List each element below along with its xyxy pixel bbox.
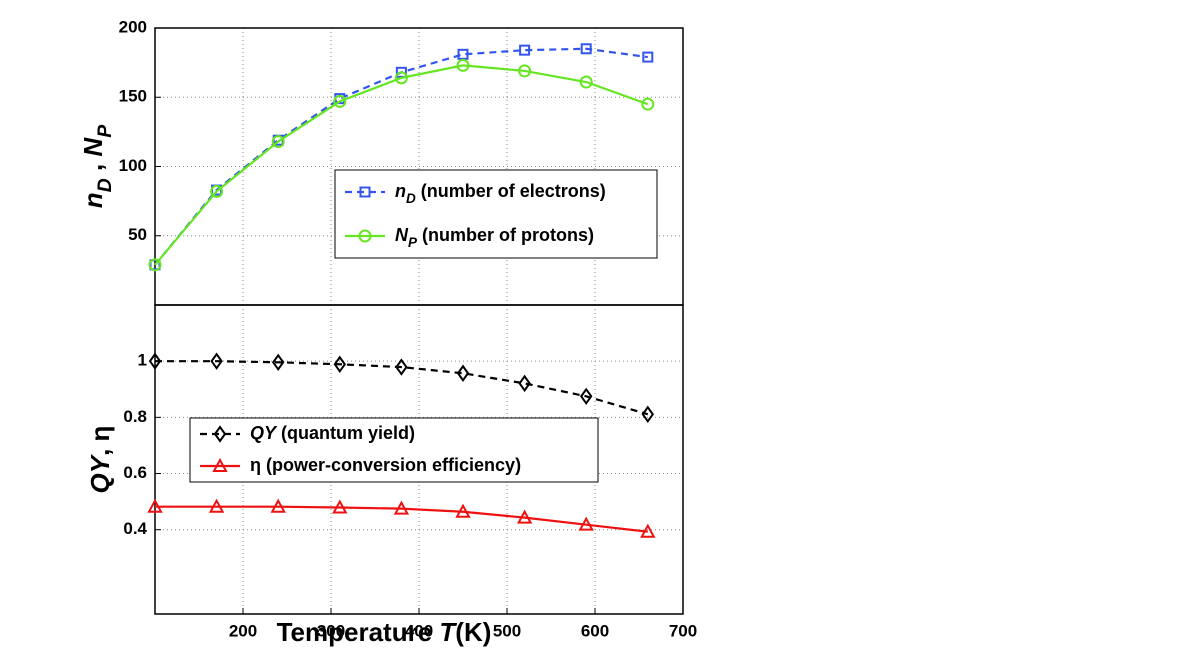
text-part: n	[78, 192, 108, 208]
y-axis-label: nD , NP	[78, 124, 116, 208]
marker	[455, 503, 471, 518]
marker	[208, 498, 225, 513]
marker	[456, 58, 470, 72]
y-tick-label: 150	[119, 87, 147, 106]
text-part: η	[250, 455, 261, 475]
marker	[270, 498, 286, 513]
text-part: T	[439, 617, 457, 647]
legend-marker	[358, 229, 372, 243]
y-axis-label: QY, η	[85, 426, 115, 494]
legend-marker	[359, 186, 371, 198]
marker	[519, 44, 531, 56]
marker	[271, 135, 285, 149]
x-tick-label: 400	[405, 621, 433, 640]
series-line	[154, 64, 649, 266]
marker	[333, 94, 347, 108]
axes-box	[154, 304, 684, 615]
marker	[641, 405, 655, 423]
text-part: n	[395, 181, 406, 201]
y-tick-label: 1	[138, 351, 147, 370]
marker	[147, 498, 163, 513]
legend-label: nD (number of electrons)	[395, 181, 606, 206]
text-part: P	[94, 124, 116, 138]
text-part: N	[78, 137, 108, 157]
text-part: P	[408, 235, 418, 250]
marker	[394, 71, 408, 85]
marker	[580, 43, 592, 55]
marker	[640, 523, 656, 538]
legend-label: NP (number of protons)	[395, 225, 594, 250]
marker	[516, 509, 533, 524]
marker	[395, 358, 408, 376]
marker	[457, 48, 469, 60]
text-part: , η	[85, 426, 115, 456]
marker	[210, 352, 223, 370]
marker	[148, 352, 162, 370]
legend-marker	[212, 457, 228, 472]
marker	[518, 374, 531, 393]
text-part: D	[94, 178, 116, 192]
y-tick-label: 50	[128, 225, 147, 244]
y-tick-label: 200	[119, 17, 147, 36]
y-tick-label: 0.8	[123, 407, 147, 426]
x-tick-label: 600	[581, 621, 609, 640]
marker	[332, 499, 348, 514]
marker	[641, 97, 655, 111]
series-line	[155, 505, 648, 533]
marker	[579, 387, 593, 406]
text-part: Temperature	[277, 617, 440, 647]
text-part: (power-conversion efficiency)	[261, 455, 521, 475]
text-part: QY	[85, 453, 115, 493]
marker	[642, 51, 654, 63]
x-tick-label: 300	[317, 621, 345, 640]
marker	[271, 353, 285, 372]
marker	[393, 500, 410, 515]
marker	[518, 64, 532, 78]
text-part: D	[406, 191, 416, 206]
text-part: (K)	[455, 617, 491, 647]
text-part: QY	[250, 423, 278, 443]
text-part: (number of electrons)	[416, 181, 606, 201]
x-axis-label: Temperature T(K)	[277, 617, 492, 647]
legend-label: η (power-conversion efficiency)	[250, 455, 521, 475]
series-line	[155, 360, 649, 416]
marker	[578, 516, 594, 531]
text-part: (number of protons)	[417, 225, 594, 245]
y-tick-label: 100	[119, 156, 147, 175]
text-part: N	[395, 225, 409, 245]
x-tick-label: 500	[493, 621, 521, 640]
marker	[456, 364, 470, 382]
text-part: (quantum yield)	[276, 423, 415, 443]
x-tick-label: 700	[669, 621, 697, 640]
y-tick-label: 0.4	[123, 519, 147, 538]
legend-box	[189, 417, 599, 483]
x-tick-label: 200	[229, 621, 257, 640]
legend-marker	[213, 425, 227, 443]
legend-box	[334, 169, 658, 259]
marker	[148, 258, 162, 272]
marker	[333, 355, 347, 373]
text-part: ,	[78, 157, 108, 179]
marker	[579, 75, 593, 89]
legend-label: QY (quantum yield)	[250, 423, 415, 443]
y-tick-label: 0.6	[123, 463, 147, 482]
marker	[210, 184, 224, 198]
